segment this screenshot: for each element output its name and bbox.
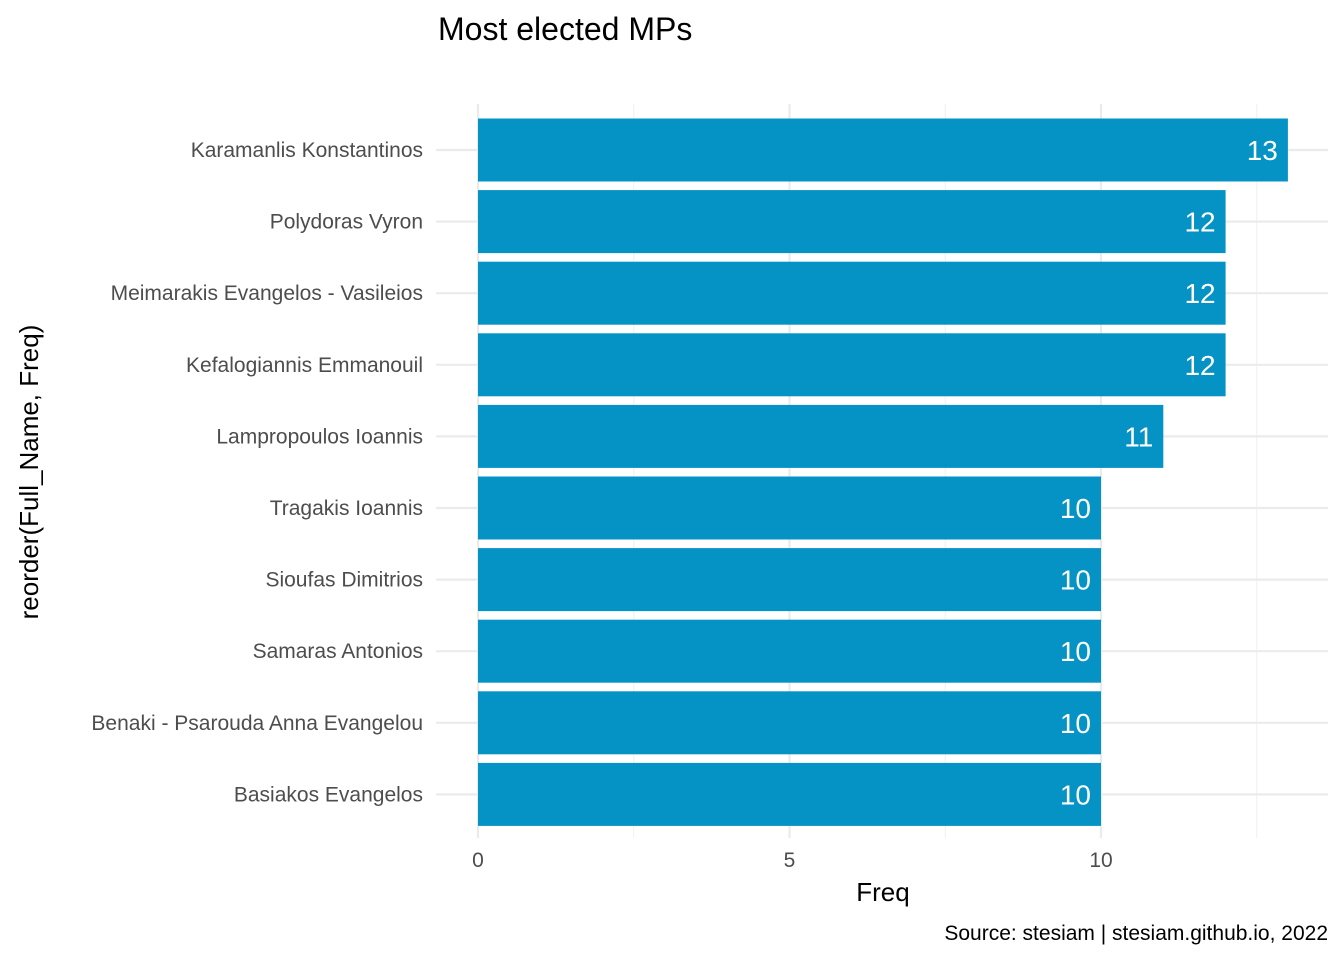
bar-value-label: 10 <box>1060 636 1091 667</box>
y-tick-label: Kefalogiannis Emmanouil <box>186 354 423 377</box>
y-tick-label: Polydoras Vyron <box>270 211 423 234</box>
bar-value-label: 10 <box>1060 565 1091 596</box>
bar-value-label: 12 <box>1184 350 1215 381</box>
y-axis-title: reorder(Full_Name, Freq) <box>14 325 44 620</box>
x-axis-title: Freq <box>856 877 909 907</box>
bar <box>478 118 1288 182</box>
bar-value-label: 10 <box>1060 708 1091 739</box>
bar <box>478 261 1226 325</box>
x-tick-label: 10 <box>1089 849 1112 872</box>
x-tick-labels: 0 5 10 <box>472 849 1113 872</box>
y-tick-label: Meimarakis Evangelos - Vasileios <box>111 282 423 305</box>
y-tick-label: Basiakos Evangelos <box>234 783 423 806</box>
bar <box>478 404 1164 468</box>
bar <box>478 190 1226 254</box>
bar-labels: 13 12 12 12 11 10 10 10 10 10 <box>1060 135 1278 810</box>
x-tick-label: 0 <box>472 849 484 872</box>
bar <box>478 548 1101 612</box>
y-tick-label: Lampropoulos Ioannis <box>216 425 423 448</box>
bar-value-label: 10 <box>1060 493 1091 524</box>
chart-title: Most elected MPs <box>438 11 692 47</box>
y-tick-labels: Karamanlis Konstantinos Polydoras Vyron Me… <box>91 139 423 806</box>
bar-value-label: 11 <box>1124 421 1153 452</box>
bar-value-label: 12 <box>1184 207 1215 238</box>
y-tick-label: Tragakis Ioannis <box>270 497 423 520</box>
bar <box>478 619 1101 683</box>
y-tick-label: Sioufas Dimitrios <box>265 569 423 592</box>
y-tick-label: Benaki - Psarouda Anna Evangelou <box>91 712 423 735</box>
bar <box>478 333 1226 397</box>
chart-caption: Source: stesiam | stesiam.github.io, 202… <box>944 922 1328 945</box>
bar <box>478 691 1101 755</box>
bar-value-label: 10 <box>1060 779 1091 810</box>
bar <box>478 476 1101 540</box>
y-tick-label: Karamanlis Konstantinos <box>191 139 423 162</box>
x-tick-label: 5 <box>784 849 796 872</box>
bars <box>478 118 1288 826</box>
bar-value-label: 13 <box>1247 135 1278 166</box>
bar-value-label: 12 <box>1184 278 1215 309</box>
y-tick-label: Samaras Antonios <box>253 640 423 663</box>
bar <box>478 762 1101 826</box>
